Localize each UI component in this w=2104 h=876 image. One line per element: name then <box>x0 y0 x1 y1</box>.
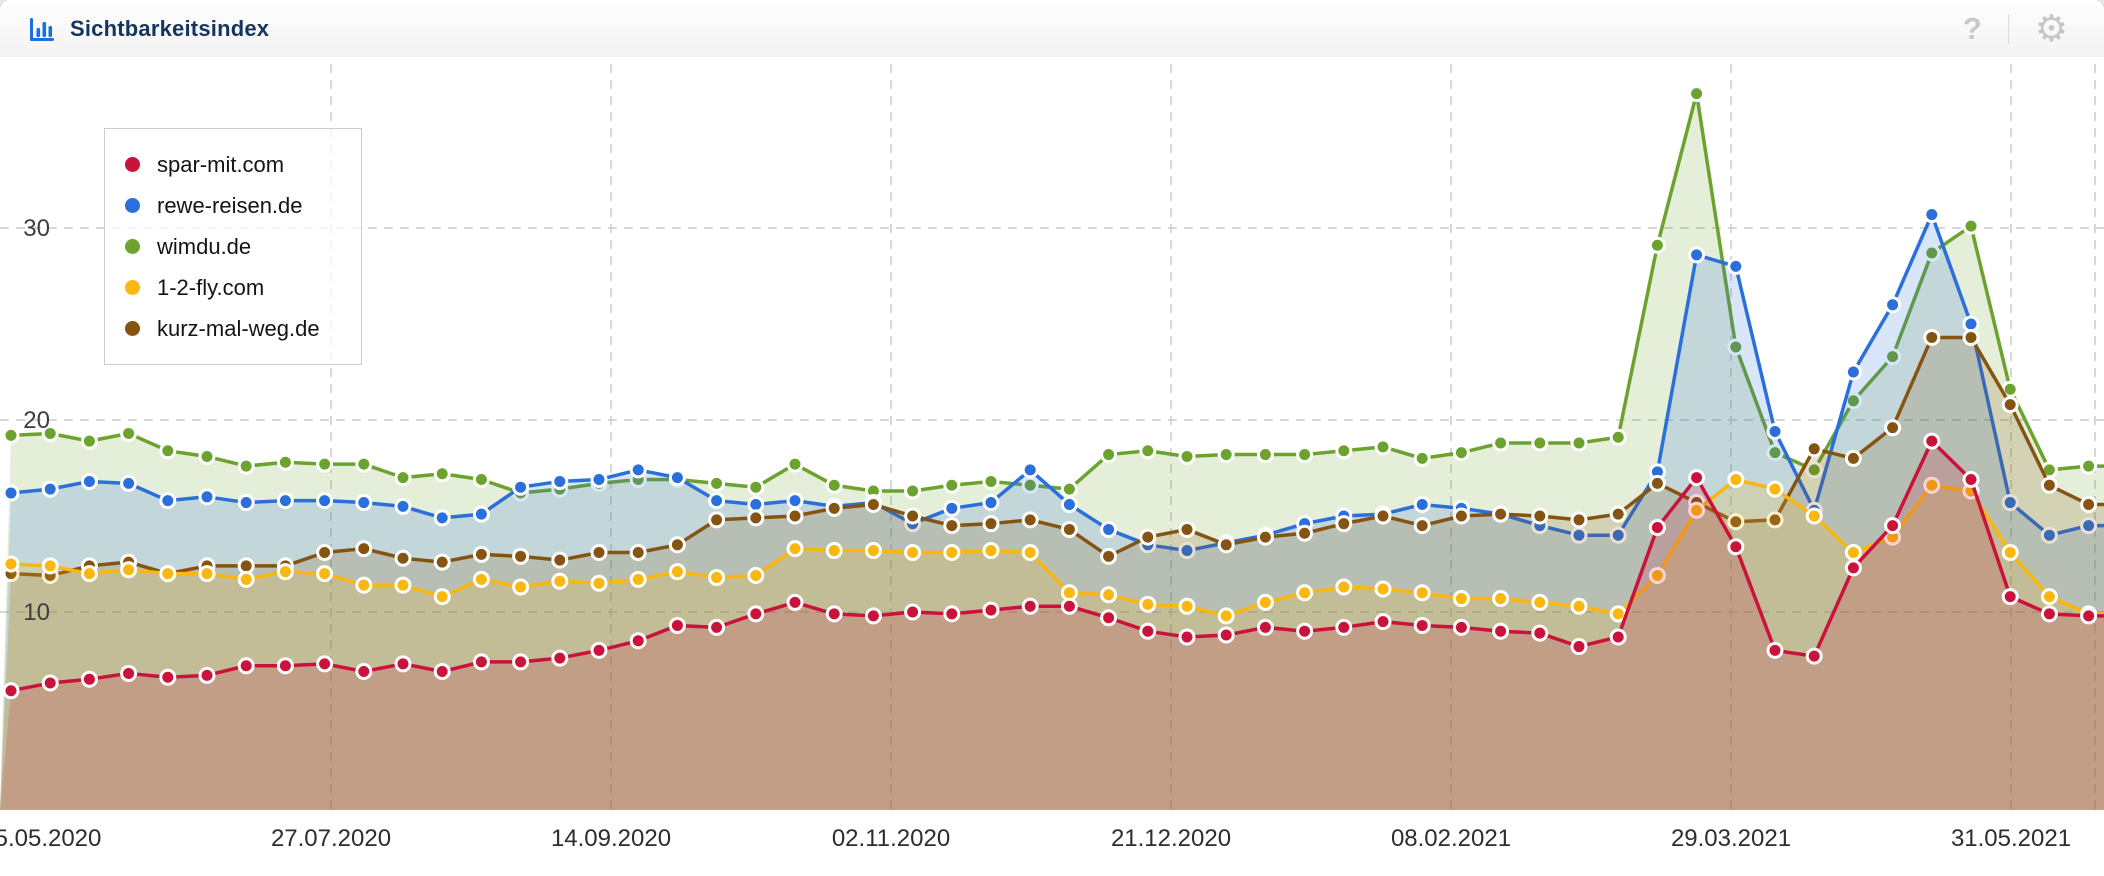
y-tick-label: 20 <box>23 407 50 434</box>
y-tick-label: 10 <box>23 599 50 626</box>
page-title: Sichtbarkeitsindex <box>70 15 270 41</box>
x-tick-label: 5.05.2020 <box>0 825 101 852</box>
legend-item-rewe-reisen.de[interactable]: rewe-reisen.de <box>125 185 337 226</box>
x-tick-label: 02.11.2020 <box>832 825 950 852</box>
gear-icon[interactable]: ⚙ <box>2034 8 2068 49</box>
legend-label: spar-mit.com <box>157 151 285 177</box>
header-divider <box>2007 13 2009 44</box>
x-tick-label: 29.03.2021 <box>1671 825 1791 852</box>
help-icon[interactable]: ? <box>1962 11 1982 46</box>
visibility-chart-area: 5.05.2020 27.07.2020 14.09.2020 02.11.2020 2… <box>0 57 2104 876</box>
legend-item-spar-mit.com[interactable]: spar-mit.com <box>125 144 337 185</box>
x-tick-label: 21.12.2020 <box>1111 825 1231 852</box>
y-axis-tick-labels: 10 20 30 <box>23 215 50 626</box>
bar-chart-icon <box>30 17 54 41</box>
visibility-line-chart[interactable]: 5.05.2020 27.07.2020 14.09.2020 02.11.2020 2… <box>0 57 2104 876</box>
legend-label: rewe-reisen.de <box>157 192 303 218</box>
legend-color-dot <box>125 280 140 295</box>
series-spar-mit.com <box>0 432 2104 810</box>
legend-item-kurz-mal-weg.de[interactable]: kurz-mal-weg.de <box>125 308 337 349</box>
series-1-2-fly.com <box>0 471 2104 810</box>
legend-color-dot <box>125 321 140 336</box>
x-tick-label: 14.09.2020 <box>551 825 671 852</box>
x-axis-tick-labels: 5.05.2020 27.07.2020 14.09.2020 02.11.2020 2… <box>0 825 2071 852</box>
legend-color-dot <box>125 239 140 254</box>
y-tick-label: 30 <box>23 215 50 242</box>
header-actions: ? ⚙ <box>1963 10 2104 47</box>
legend-label: 1-2-fly.com <box>157 274 265 300</box>
chart-legend: spar-mit.com rewe-reisen.de wimdu.de 1-2-fl… <box>104 128 362 365</box>
panel-header: Sichtbarkeitsindex ? ⚙ <box>0 0 2104 58</box>
legend-label: wimdu.de <box>157 233 252 259</box>
gridlines <box>0 64 2104 810</box>
x-tick-label: 31.05.2021 <box>1951 825 2071 852</box>
series-wimdu.de <box>0 85 2104 811</box>
x-tick-label: 08.02.2021 <box>1391 825 1511 852</box>
legend-color-dot <box>125 157 140 172</box>
legend-item-1-2-fly.com[interactable]: 1-2-fly.com <box>125 267 337 308</box>
legend-label: kurz-mal-weg.de <box>157 315 320 341</box>
legend-color-dot <box>125 198 140 213</box>
legend-item-wimdu.de[interactable]: wimdu.de <box>125 226 337 267</box>
x-tick-label: 27.07.2020 <box>271 825 391 852</box>
